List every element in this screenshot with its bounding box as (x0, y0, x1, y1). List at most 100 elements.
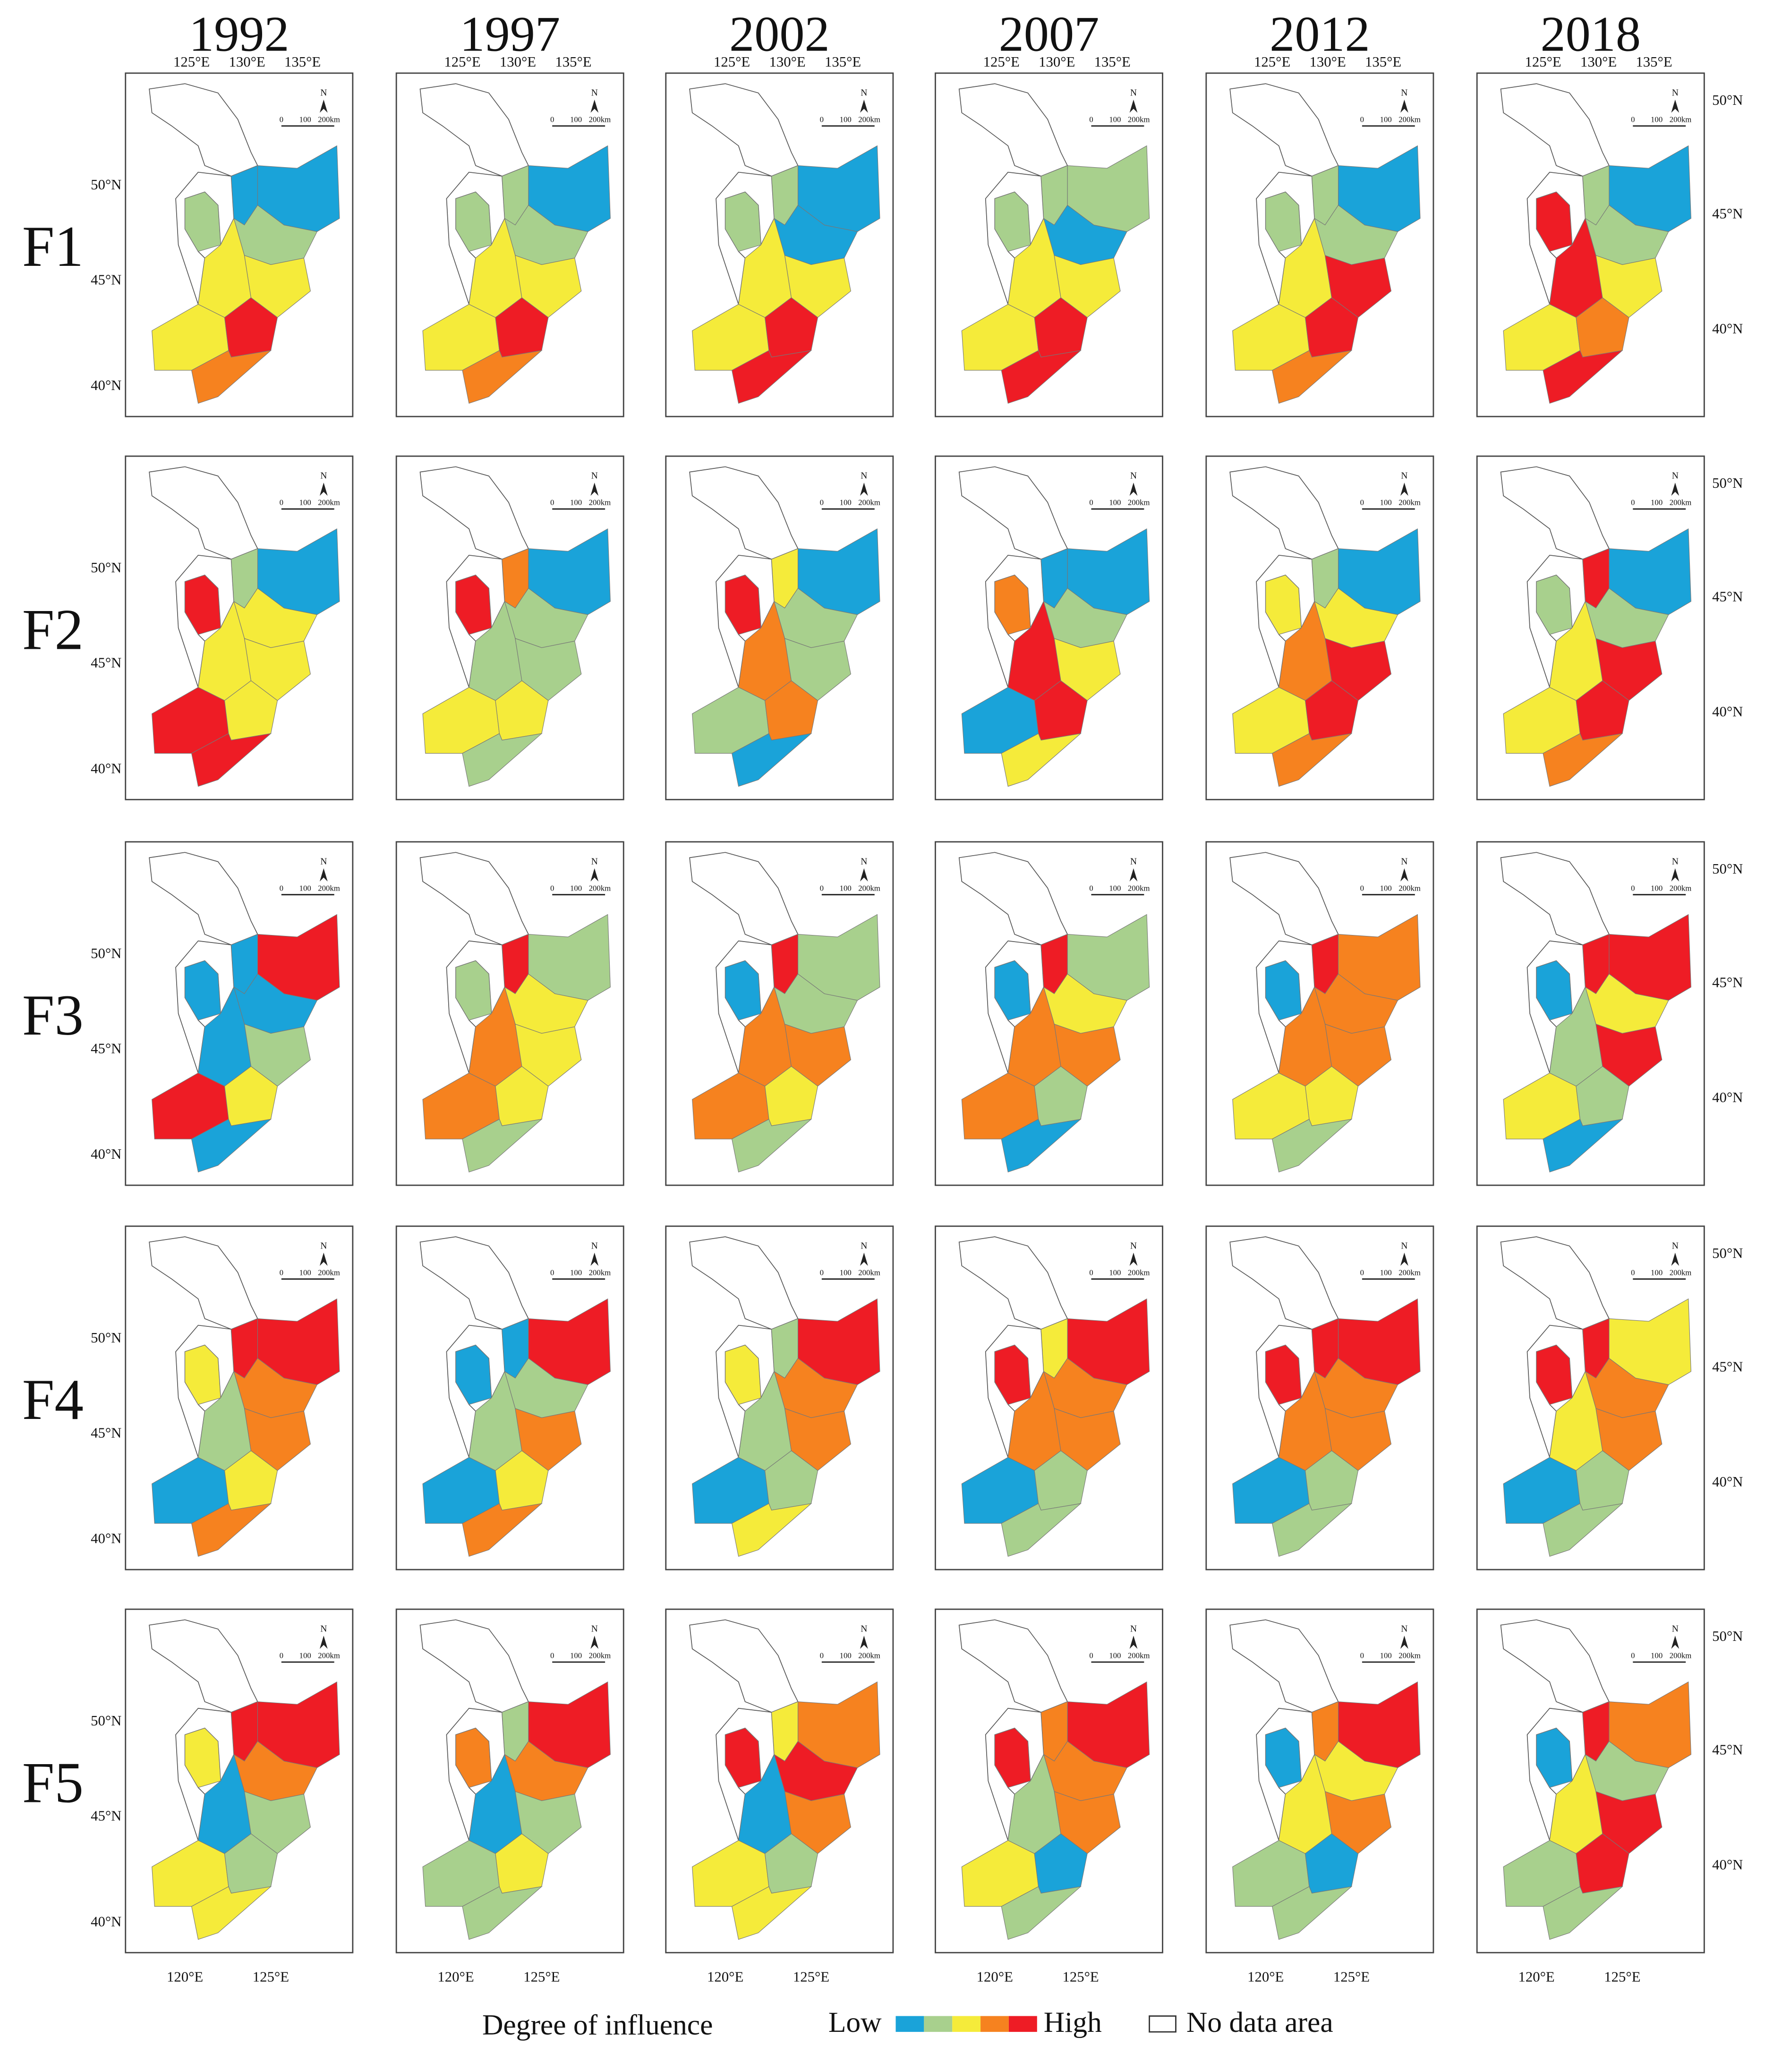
scale-label: 100 (1109, 1268, 1121, 1277)
scale-label: 100 (1380, 1268, 1392, 1277)
scale-label: 0 (1089, 1268, 1093, 1277)
north-arrow (1671, 1252, 1680, 1266)
lon-label: 120°E (1518, 1969, 1554, 1985)
region (731, 1503, 812, 1557)
north-arrow (1400, 482, 1408, 496)
north-label: N (1672, 471, 1679, 481)
region (1272, 1119, 1353, 1172)
lon-label: 130°E (1310, 54, 1346, 70)
scale-label: 0 (1360, 115, 1364, 124)
lat-label: 50°N (1712, 92, 1743, 108)
north-arrow (590, 482, 599, 496)
lat-label: 40°N (91, 1146, 121, 1162)
lat-label: 45°N (91, 655, 121, 671)
lon-label: 125°E (253, 1969, 289, 1985)
scale-label: 200km (1670, 115, 1692, 124)
scale-label: 200km (1398, 115, 1421, 124)
north-arrow (319, 868, 328, 882)
north-label: N (1130, 471, 1137, 481)
scale-label: 100 (1109, 115, 1121, 124)
north-arrow (590, 1635, 599, 1649)
region (462, 1503, 543, 1557)
scale-label: 0 (1089, 498, 1093, 507)
scale-label: 0 (550, 1268, 554, 1277)
column-year: 1997 (460, 6, 560, 61)
north-arrow (1400, 1252, 1408, 1266)
legend-swatch (981, 2016, 1009, 2032)
scale-label: 0 (820, 883, 824, 892)
lon-label: 135°E (825, 54, 861, 70)
lat-label: 40°N (1712, 1857, 1743, 1873)
scale-label: 0 (280, 1651, 283, 1660)
lat-label: 45°N (91, 1425, 121, 1441)
scale-label: 0 (1089, 883, 1093, 892)
scale-label: 200km (1128, 1651, 1150, 1660)
scale-label: 0 (550, 115, 554, 124)
north-label: N (1130, 1241, 1137, 1251)
north-arrow (860, 482, 868, 496)
north-arrow (1129, 1252, 1138, 1266)
scale-label: 100 (1651, 498, 1663, 507)
scale-label: 200km (858, 883, 880, 892)
scale-label: 100 (570, 1268, 582, 1277)
lon-label: 130°E (769, 54, 805, 70)
north-arrow (1129, 1635, 1138, 1649)
map-panel: N 0 100 200km (934, 841, 1163, 1186)
lat-label: 50°N (1712, 1245, 1743, 1261)
lat-label: 50°N (91, 1713, 121, 1729)
lon-label: 130°E (229, 54, 265, 70)
scale-label: 100 (840, 1651, 852, 1660)
region (731, 350, 812, 404)
map-panel: N 0 100 200km (1476, 1225, 1705, 1571)
north-label: N (861, 471, 867, 481)
scale-label: 200km (858, 498, 880, 507)
column-year: 2012 (1270, 6, 1370, 61)
scale-label: 0 (280, 1268, 283, 1277)
region (731, 1886, 812, 1940)
north-label: N (861, 1624, 867, 1634)
scale-label: 100 (1651, 883, 1663, 892)
map-panel: N 0 100 200km (665, 1225, 894, 1571)
scale-label: 200km (318, 498, 340, 507)
map-panel: N 0 100 200km (934, 1608, 1163, 1953)
lon-label: 135°E (284, 54, 321, 70)
region (191, 1886, 272, 1940)
lat-label: 45°N (91, 1040, 121, 1056)
region (462, 1119, 543, 1172)
lon-label: 120°E (437, 1969, 474, 1985)
lon-label: 120°E (707, 1969, 743, 1985)
north-label: N (1130, 88, 1137, 98)
map-panel: N 0 100 200km (125, 1225, 354, 1571)
scale-label: 0 (1360, 1268, 1364, 1277)
lon-label: 120°E (977, 1969, 1013, 1985)
scale-label: 200km (1128, 115, 1150, 124)
scale-label: 200km (589, 498, 611, 507)
north-label: N (320, 471, 327, 481)
region (1543, 733, 1623, 787)
north-label: N (1401, 88, 1407, 98)
north-arrow (1400, 868, 1408, 882)
no-data-swatch (1149, 2015, 1177, 2033)
region (1272, 1503, 1353, 1557)
region (731, 733, 812, 787)
scale-label: 0 (820, 1268, 824, 1277)
scale-label: 0 (1089, 1651, 1093, 1660)
legend-swatch (895, 2016, 924, 2032)
map-panel: N 0 100 200km (665, 72, 894, 417)
lon-label: 125°E (983, 54, 1020, 70)
north-label: N (1401, 1241, 1407, 1251)
north-arrow (1129, 868, 1138, 882)
legend-low: Low (828, 2006, 882, 2038)
map-panel: N 0 100 200km (1205, 1608, 1434, 1953)
map-panel: N 0 100 200km (395, 1225, 624, 1571)
map-panel: N 0 100 200km (1205, 455, 1434, 800)
lat-label: 40°N (1712, 321, 1743, 337)
lat-label: 50°N (1712, 475, 1743, 491)
map-panel: N 0 100 200km (1476, 1608, 1705, 1953)
lon-label: 125°E (793, 1969, 829, 1985)
north-label: N (591, 88, 598, 98)
scale-label: 100 (570, 1651, 582, 1660)
north-label: N (320, 857, 327, 866)
north-arrow (1400, 99, 1408, 113)
column-year: 1992 (189, 6, 290, 61)
